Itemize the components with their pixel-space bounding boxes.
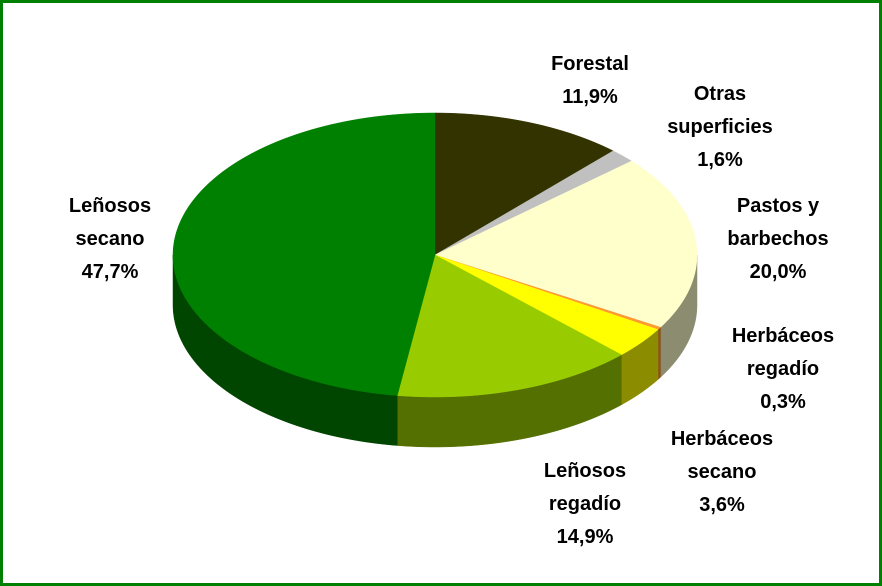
slice-label: Herbáceos regadío 0,3% — [713, 320, 853, 419]
pie-slice — [434, 254, 659, 356]
slice-value: 14,9% — [556, 526, 614, 548]
slice-name: Otras superficies — [667, 83, 773, 138]
pie-slice-side — [657, 326, 661, 381]
slice-label: Herbáceos secano 3,6% — [652, 423, 792, 522]
slice-name: Herbáceos regadío — [731, 325, 835, 380]
slice-value: 11,9% — [562, 86, 618, 108]
slice-name: Pastos y barbechos — [727, 195, 829, 250]
slice-value: 0,3% — [760, 391, 806, 413]
pie-slice — [434, 112, 614, 256]
slice-value: 1,6% — [697, 149, 743, 171]
slice-label: Leñosos regadío 14,9% — [515, 455, 655, 554]
slice-value: 3,6% — [699, 494, 745, 516]
slice-label: Forestal 11,9% — [520, 48, 660, 114]
slice-name: Herbáceos secano — [670, 428, 774, 483]
slice-label: Otras superficies 1,6% — [650, 78, 790, 177]
slice-label: Leñosos secano 47,7% — [40, 190, 180, 289]
slice-value: 47,7% — [81, 261, 139, 283]
slice-label: Pastos y barbechos 20,0% — [708, 190, 848, 289]
slice-value: 20,0% — [749, 261, 807, 283]
pie-slice — [434, 160, 698, 328]
pie-slice — [172, 112, 436, 396]
slice-name: Leñosos regadío — [543, 460, 627, 515]
slice-name: Forestal — [551, 53, 629, 75]
pie-slice — [396, 254, 622, 398]
slice-name: Leñosos secano — [68, 195, 152, 250]
pie-plot — [172, 112, 698, 448]
